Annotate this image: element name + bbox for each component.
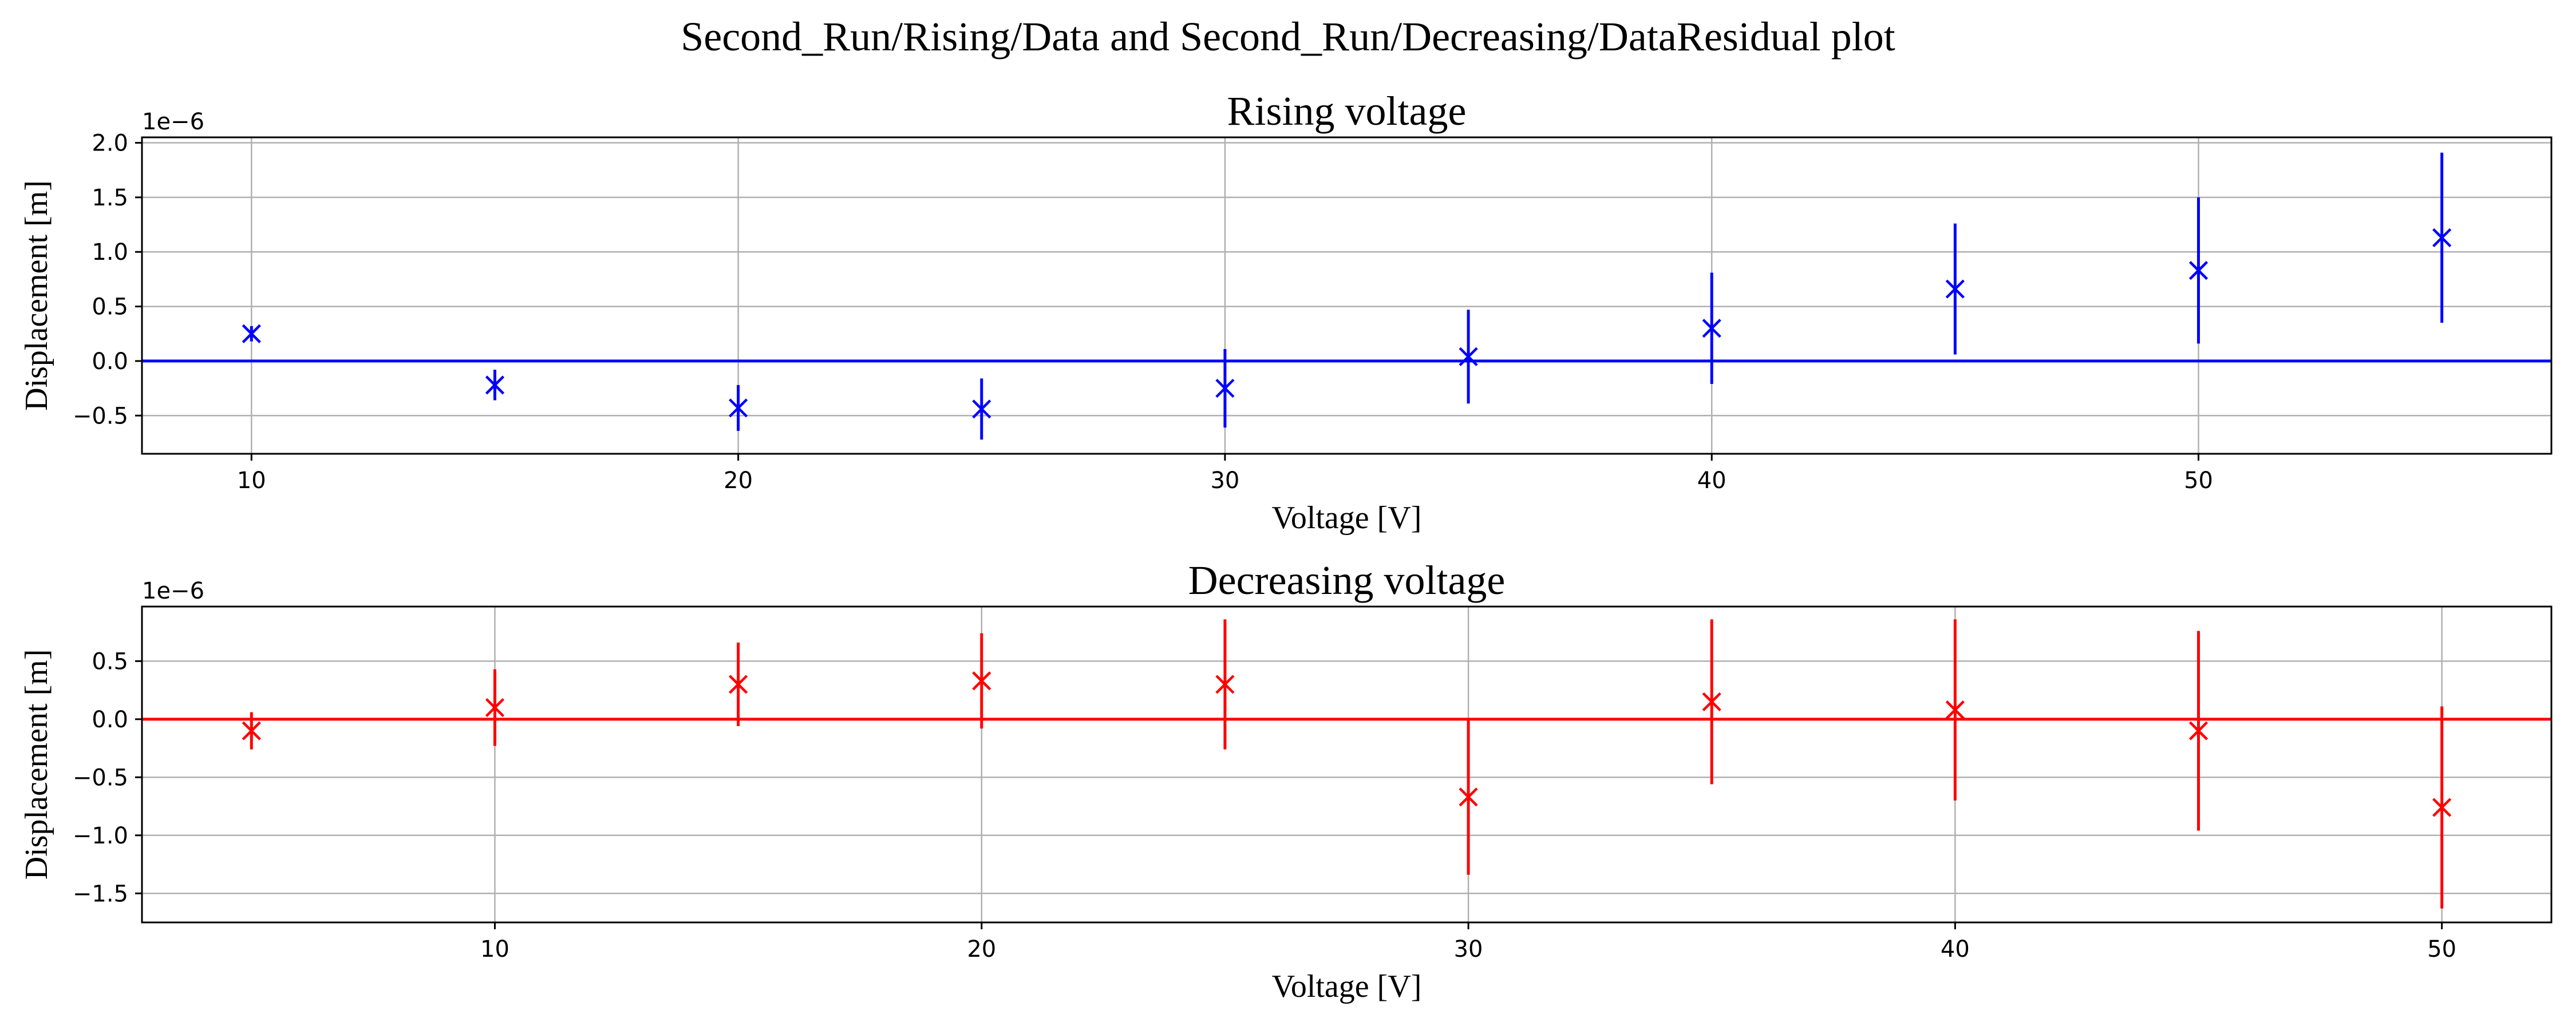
data-point	[1215, 378, 1235, 398]
y-tick-label: 0.5	[92, 294, 128, 320]
y-tick-label: −0.5	[73, 764, 128, 791]
data-point-stroke	[972, 399, 991, 419]
data-point	[1945, 700, 1965, 720]
x-tick-label: 30	[1454, 936, 1483, 962]
data-point	[485, 375, 505, 395]
data-point	[2432, 228, 2452, 248]
panel-title: Rising voltage	[1227, 88, 1467, 134]
decreasing-voltage-panel: 10 20 30 40 50 −1.5 −1.0 −0.5 0.0 0.5 1e−6 Decreasi…	[19, 557, 2553, 1004]
data-point-stroke	[2188, 721, 2208, 740]
data-point-stroke	[2432, 228, 2452, 248]
data-point-stroke	[729, 398, 748, 418]
x-axis-label: Voltage [V]	[1272, 500, 1422, 536]
rising-voltage-panel: 10 20 30 40 50 −0.5 0.0 0.5 1.0 1.5 2.0 1e−6 Rising …	[19, 88, 2553, 536]
data-point-stroke	[485, 375, 505, 395]
data-point	[1945, 279, 1965, 299]
data-point	[2432, 798, 2452, 817]
y-offset-label: 1e−6	[142, 578, 204, 604]
x-tick-label: 40	[1697, 468, 1726, 494]
axes-frame	[141, 136, 2553, 455]
data-point	[242, 721, 261, 740]
figure-title: Second_Run/Rising/Data and Second_Run/De…	[681, 14, 1895, 60]
x-tick-label: 20	[724, 468, 753, 494]
y-tick-label: 0.5	[92, 648, 128, 675]
x-axis-label: Voltage [V]	[1272, 969, 1422, 1004]
data-point	[972, 671, 991, 691]
data-point-stroke	[485, 698, 505, 718]
data-point-stroke	[1215, 675, 1235, 694]
y-tick-label: 1.5	[92, 185, 128, 211]
x-tick-label: 10	[480, 936, 509, 962]
data-point-stroke	[1215, 378, 1235, 398]
x-tick-label: 30	[1210, 468, 1239, 494]
data-point-stroke	[242, 324, 261, 343]
x-tick-label: 50	[2184, 468, 2213, 494]
axes-frame	[141, 605, 2553, 924]
data-point-stroke	[242, 721, 261, 740]
data-point	[485, 698, 505, 718]
data-point	[729, 398, 748, 418]
data-point-stroke	[2188, 261, 2208, 280]
data-point	[1459, 787, 1478, 807]
y-tick-label: 2.0	[92, 130, 128, 157]
data-point-stroke	[1459, 787, 1478, 807]
y-axis-label: Displacement [m]	[19, 649, 54, 880]
y-tick-label: 0.0	[92, 707, 128, 733]
y-offset-label: 1e−6	[142, 109, 204, 135]
data-point	[242, 324, 261, 343]
data-point	[2188, 721, 2208, 740]
y-tick-label: −1.5	[73, 881, 128, 907]
data-point	[1459, 347, 1478, 366]
data-point-stroke	[1702, 692, 1721, 712]
data-point-stroke	[2432, 798, 2452, 817]
x-tick-label: 40	[1941, 936, 1970, 962]
panel-title: Decreasing voltage	[1188, 557, 1506, 603]
data-point	[2188, 261, 2208, 280]
y-tick-label: −0.5	[73, 403, 128, 429]
data-point-stroke	[972, 671, 991, 691]
data-point-stroke	[729, 675, 748, 694]
x-tick-label: 50	[2427, 936, 2456, 962]
data-point	[972, 399, 991, 419]
data-point	[1702, 319, 1721, 338]
x-tick-label: 10	[237, 468, 266, 494]
y-tick-label: 1.0	[92, 239, 128, 266]
data-point-stroke	[1945, 700, 1965, 720]
y-tick-label: −1.0	[73, 823, 128, 849]
y-tick-label: 0.0	[92, 348, 128, 375]
data-point	[729, 675, 748, 694]
x-tick-label: 20	[967, 936, 996, 962]
data-point	[1702, 692, 1721, 712]
data-point-stroke	[1702, 319, 1721, 338]
data-point-stroke	[1459, 347, 1478, 366]
y-axis-label: Displacement [m]	[19, 180, 54, 411]
data-point-stroke	[1945, 279, 1965, 299]
data-point	[1215, 675, 1235, 694]
